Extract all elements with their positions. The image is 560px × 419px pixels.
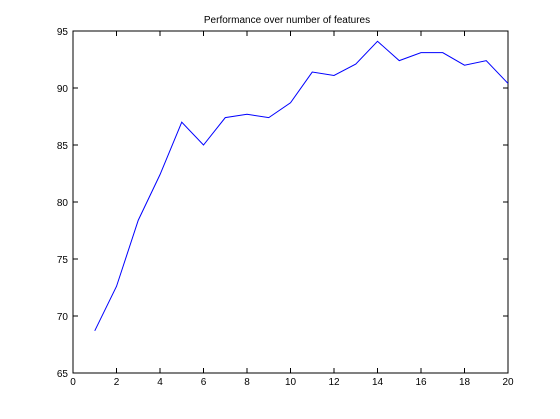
x-tick-label: 8 [244,377,250,388]
x-tick-label: 12 [328,377,340,388]
series-line [94,40,509,332]
axis-ticks [72,30,509,374]
x-tick-label: 6 [201,377,207,388]
x-tick-labels: 0 2 4 6 8 10 12 14 16 18 20 [70,377,514,388]
y-tick-label: 85 [57,141,69,152]
y-tick-label: 70 [57,312,69,323]
x-tick-label: 14 [372,377,384,388]
x-tick-label: 4 [157,377,163,388]
y-tick-labels: 65 70 75 80 85 90 95 [57,27,69,380]
x-tick-label: 10 [285,377,297,388]
y-tick-label: 75 [57,255,69,266]
x-tick-label: 0 [70,377,76,388]
y-tick-label: 90 [57,84,69,95]
y-tick-label: 65 [57,369,69,380]
y-tick-label: 80 [57,198,69,209]
chart-title: Performance over number of features [204,15,370,26]
x-tick-label: 2 [114,377,120,388]
plot-axes [72,30,509,374]
x-tick-label: 20 [502,377,514,388]
y-tick-label: 95 [57,27,69,38]
x-tick-label: 16 [415,377,427,388]
plot-frame [72,30,509,374]
x-tick-label: 18 [459,377,471,388]
